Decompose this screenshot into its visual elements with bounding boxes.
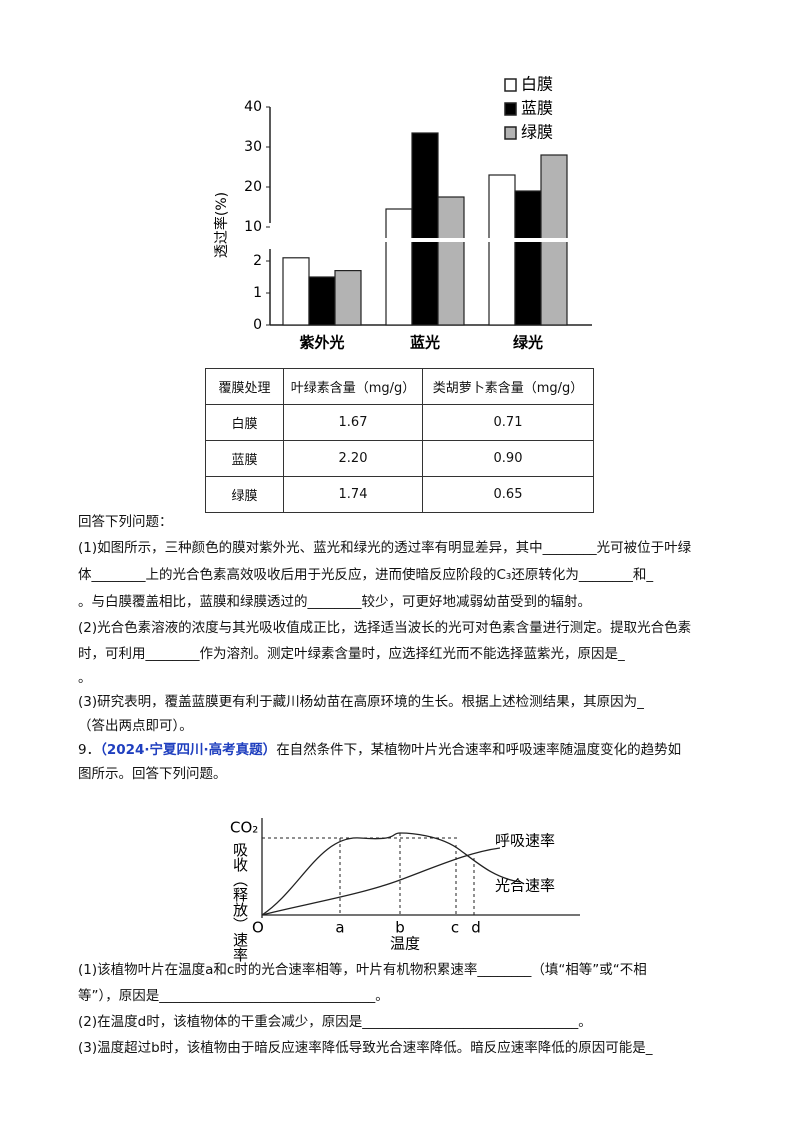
- td: 蓝膜: [205, 440, 284, 477]
- origin: O: [252, 919, 264, 937]
- text-line: (3)温度超过b时，该植物由于暗反应速率降低导致光合速率降低。暗反应速率降低的原…: [78, 1040, 653, 1056]
- x-tick-label: 蓝光: [410, 334, 440, 352]
- curve-label: 呼吸速率: [495, 832, 555, 850]
- y-tick-label: 30: [244, 139, 262, 155]
- bar: [334, 270, 362, 326]
- point-label: c: [451, 919, 459, 937]
- q9-stem: 9．（2024·宁夏四川·高考真题）在自然条件下，某植物叶片光合速率和呼吸速率随…: [78, 741, 681, 759]
- td: 2.20: [283, 440, 423, 477]
- td: 1.74: [283, 476, 423, 513]
- intro: 回答下列问题：: [78, 514, 173, 530]
- respiration-curve: [261, 847, 501, 916]
- bar: [437, 196, 465, 326]
- bar: [308, 276, 336, 326]
- th: 叶绿素含量（mg/g）: [283, 368, 423, 405]
- text-line: (1)如图所示，三种颜色的膜对紫外光、蓝光和绿光的透过率有明显差异，其中____…: [78, 540, 692, 556]
- text-line: (1)该植物叶片在温度a和c时的光合速率相等，叶片有机物积累速率________…: [78, 962, 647, 978]
- bar: [488, 174, 516, 326]
- text-line: (2)光合色素溶液的浓度与其光吸收值成正比，选择适当波长的光可对色素含量进行测定…: [78, 620, 692, 636]
- q9-stem: 图所示。回答下列问题。: [78, 766, 227, 782]
- q-number: 9．: [78, 742, 101, 758]
- x-tick-label: 绿光: [513, 334, 543, 352]
- data-table: 覆膜处理 叶绿素含量（mg/g） 类胡萝卜素含量（mg/g） 白膜 1.67 0.7…: [205, 368, 594, 513]
- point-label: a: [335, 919, 344, 937]
- stem: 在自然条件下，某植物叶片光合速率和呼吸速率随温度变化的趋势如: [276, 742, 682, 758]
- point-label: b: [395, 919, 405, 937]
- td: 0.65: [422, 476, 594, 513]
- curve-label: 光合速率: [495, 877, 555, 895]
- y-tick-label: 10: [244, 219, 262, 235]
- bar: [282, 257, 310, 326]
- text-line: 。与白膜覆盖相比，蓝膜和绿膜透过的________较少，可更好地减弱幼苗受到的辐…: [78, 594, 591, 610]
- text-line: (2)在温度d时，该植物体的干重会减少，原因是_________________…: [78, 1014, 592, 1030]
- y-tick-label: 2: [253, 253, 262, 269]
- text-line: (3)研究表明，覆盖蓝膜更有利于藏川杨幼苗在高原环境的生长。根据上述检测结果，其…: [78, 694, 644, 710]
- text-line: 时，可利用________作为溶剂。测定叶绿素含量时，应选择红光而不能选择蓝紫光…: [78, 646, 625, 662]
- x-label: 温度: [390, 935, 420, 953]
- td: 绿膜: [205, 476, 284, 513]
- y-tick-label: 20: [244, 179, 262, 195]
- legend-label: 蓝膜: [521, 99, 553, 118]
- td: 1.67: [283, 404, 423, 441]
- legend-label: 绿膜: [521, 123, 553, 142]
- legend-swatch: [504, 78, 517, 92]
- axis-break: [264, 238, 574, 242]
- y-tick-label: 0: [253, 317, 262, 333]
- td: 0.90: [422, 440, 594, 477]
- text-line: 。: [78, 670, 92, 686]
- x-tick-label: 紫外光: [299, 334, 344, 352]
- bar: [514, 190, 542, 326]
- y-label: 透过率(%): [213, 192, 230, 258]
- point-label: d: [471, 919, 481, 937]
- td: 白膜: [205, 404, 284, 441]
- th: 类胡萝卜素含量（mg/g）: [422, 368, 594, 405]
- bar: [411, 132, 439, 326]
- text-line: （答出两点即可）。: [78, 718, 193, 734]
- bar: [385, 208, 413, 326]
- y-label: 吸收（释放）速率: [231, 842, 249, 962]
- y-tick-label: 1: [253, 285, 262, 301]
- legend-label: 白膜: [521, 75, 553, 94]
- legend-swatch: [504, 102, 517, 116]
- text-line: 体________上的光合色素高效吸收后用于光反应，进而使暗反应阶段的C₃还原转…: [78, 567, 654, 583]
- th: 覆膜处理: [205, 368, 284, 405]
- y-label: CO₂: [230, 819, 258, 837]
- text-line: 等”），原因是________________________________。: [78, 988, 389, 1004]
- td: 0.71: [422, 404, 594, 441]
- q-source: （2024·宁夏四川·高考真题）: [100, 742, 277, 758]
- photosynthesis-curve: [261, 832, 521, 916]
- legend-swatch: [504, 126, 517, 140]
- y-tick-label: 40: [244, 99, 262, 115]
